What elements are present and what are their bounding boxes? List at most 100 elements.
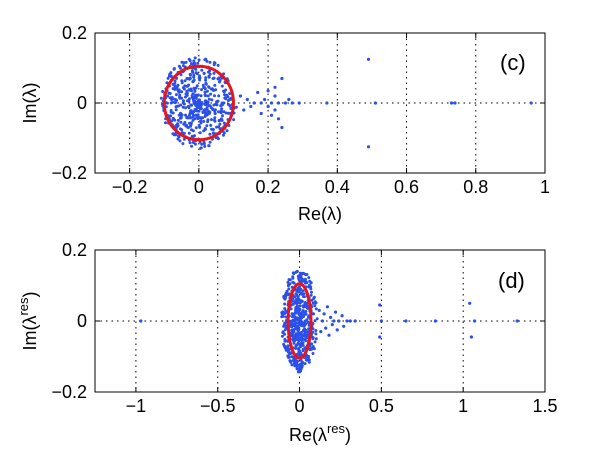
panel-c-point (190, 95, 194, 99)
panel-d-fit-ellipse (286, 282, 313, 360)
panel-c-point (198, 78, 202, 82)
panel-c-xtick-label: −0.2 (112, 177, 148, 197)
panel-c-ytick-label: 0.2 (62, 23, 87, 43)
panel-c-xtick-label: 0.2 (256, 177, 281, 197)
panel-c-outlier-point (280, 76, 284, 81)
panel-c-outlier-point (252, 101, 256, 105)
panel-c-point (206, 109, 210, 113)
panel-d-point (300, 330, 303, 334)
panel-d-point (290, 363, 294, 367)
panel-d-point (298, 273, 302, 277)
panel-c-point (171, 111, 175, 115)
panel-d-xtick-label: 1.5 (532, 396, 557, 416)
panel-d-point (294, 326, 298, 330)
panel-d-outlier-point (378, 303, 382, 307)
panel-d-point (281, 314, 285, 318)
panel-d-point (296, 329, 300, 333)
panel-d-point (309, 293, 313, 297)
panel-d-point (303, 337, 307, 341)
panel-c-point (200, 101, 204, 105)
panel-c-point (181, 64, 185, 68)
panel-c-point (199, 119, 203, 123)
panel-c-point (204, 78, 208, 82)
panel-c-point (196, 61, 200, 65)
panel-c-point (204, 81, 208, 85)
panel-c-point (180, 79, 184, 83)
panel-d-point (310, 290, 313, 294)
panel-d-point (311, 330, 315, 334)
panel-c-outlier-point (249, 104, 253, 109)
panel-c-point (181, 105, 185, 109)
panel-c-point (198, 74, 201, 78)
panel-c-point (169, 109, 173, 112)
panel-d-outlier-point (320, 319, 325, 323)
panel-c-point (188, 72, 192, 76)
panel-d-point (291, 334, 295, 338)
panel-c-point (216, 63, 220, 67)
panel-d-point (290, 322, 294, 326)
panel-c-point (220, 84, 224, 88)
panel-d-point (283, 302, 287, 306)
panel-d-point (288, 278, 292, 282)
panel-c-point (184, 60, 188, 64)
panel-c-outlier-point (238, 94, 242, 98)
panel-c-point (195, 104, 199, 108)
panel-d-point (314, 307, 318, 311)
panel-c-point (222, 101, 226, 105)
panel-c-point (212, 103, 216, 107)
panel-c-point (215, 100, 218, 104)
panel-d-point (311, 352, 315, 355)
panel-c-point (194, 126, 198, 130)
panel-c-point (170, 119, 174, 123)
panel-d-point (297, 336, 301, 340)
panel-c-point (213, 111, 217, 115)
panel-c-point (204, 57, 208, 61)
panel-d-ytick-label: −0.2 (51, 382, 87, 402)
panel-d-point (305, 304, 309, 308)
panel-d-point (313, 340, 317, 344)
panel-d-outlier-point (404, 319, 408, 323)
panel-d-point (294, 306, 298, 310)
panel-d-point (303, 310, 307, 314)
panel-d-outlier-point (333, 310, 338, 314)
panel-d-xtick-label: −0.5 (200, 396, 236, 416)
panel-d-point (307, 358, 311, 362)
panel-d-point (312, 347, 316, 351)
panel-c-point (209, 87, 213, 91)
panel-d-point (298, 279, 302, 283)
panel-c-outlier-point (297, 101, 301, 105)
panel-d-point (301, 361, 305, 365)
panel-c-xtick-label: 1 (540, 177, 550, 197)
panel-c-point (178, 93, 182, 97)
panel-d-point (307, 276, 311, 280)
panel-d-point (298, 342, 302, 346)
panel-c-point (192, 59, 196, 63)
panel-c-point (189, 62, 193, 66)
panel-c-point (199, 94, 203, 98)
panel-c-outlier-point (449, 101, 454, 105)
panel-d-xtick-label: 1 (458, 396, 468, 416)
panel-d-point (302, 333, 306, 337)
panel-d-point (302, 272, 306, 276)
panel-c-point (182, 137, 186, 141)
panel-c-point (193, 100, 197, 104)
panel-c-point (164, 121, 167, 125)
panel-d-outlier-point (327, 333, 331, 337)
panel-c-point (207, 74, 211, 78)
panel-d-point (297, 339, 301, 343)
panel-c-point (226, 95, 230, 99)
panel-d-outlier-point (378, 335, 382, 339)
panel-d-point (294, 309, 298, 313)
panel-d-point (299, 291, 303, 295)
panel-d-point (301, 343, 305, 347)
panel-d-xlabel: Re(λres) (289, 421, 351, 445)
panel-c-point (205, 112, 209, 115)
panel-c-point (177, 113, 181, 117)
panel-c-point (219, 110, 223, 114)
panel-c-ylabel: Im(λ) (20, 83, 40, 124)
panel-d-point (313, 319, 317, 323)
panel-d-point (297, 290, 301, 294)
panel-d-point (305, 330, 309, 334)
panel-c-point (232, 118, 236, 122)
panel-c-point (202, 119, 206, 123)
